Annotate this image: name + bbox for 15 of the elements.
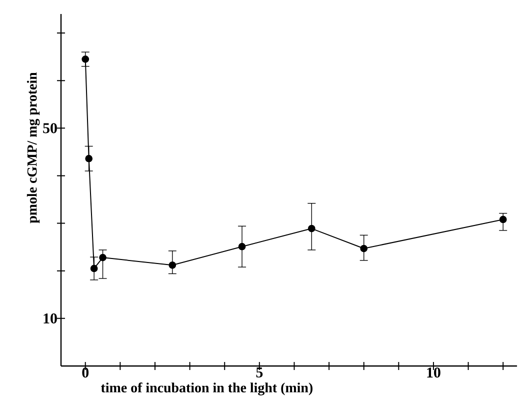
x-axis-title: time of incubation in the light (min): [100, 382, 312, 396]
point: [90, 264, 98, 272]
point: [499, 216, 507, 224]
point: [82, 56, 90, 63]
x-tick-label: 5: [256, 368, 263, 378]
x-tick-label: 0: [82, 368, 89, 378]
point: [238, 242, 246, 250]
y-tick-label: 50: [43, 123, 57, 134]
x-tick-label: 10: [427, 368, 440, 378]
point: [99, 254, 106, 262]
y-axis-title: pmole cGMP/ mg protein: [26, 72, 40, 224]
point: [308, 224, 316, 232]
point: [168, 261, 176, 269]
point: [85, 154, 93, 162]
point: [360, 244, 368, 252]
